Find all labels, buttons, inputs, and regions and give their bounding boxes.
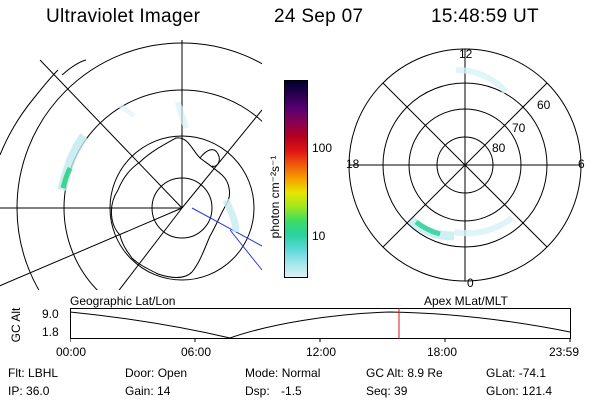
colorbar-label: photon cm⁻²s⁻¹ xyxy=(268,155,282,239)
coastline xyxy=(61,59,87,76)
gcalt-info: GC Alt: 8.9 Re xyxy=(366,366,443,380)
magnetic-pole-line xyxy=(191,207,262,247)
aurora-emission xyxy=(57,101,240,233)
mode-value: Normal xyxy=(281,366,321,380)
gcalt-label: GC Alt: xyxy=(366,366,405,380)
mlt-line xyxy=(382,82,548,248)
mlat-label-60: 60 xyxy=(537,98,551,112)
glon-label: GLon: xyxy=(486,384,519,398)
mlt-label-12: 12 xyxy=(459,47,473,61)
ip-info: IP: 36.0 xyxy=(8,384,49,398)
glat-label: GLat: xyxy=(486,366,516,380)
ip-value: 36.0 xyxy=(26,384,50,398)
mode-info: Mode: Normal xyxy=(245,366,320,380)
meridian-line xyxy=(181,109,262,209)
coastline xyxy=(199,149,220,167)
glon-value: 121.4 xyxy=(522,384,553,398)
mlat-label-80: 80 xyxy=(492,141,506,155)
mlt-label-18: 18 xyxy=(346,157,360,171)
altitude-curve xyxy=(70,311,571,339)
x-tick-label: 12:00 xyxy=(306,345,337,359)
x-tick-label: 23:59 xyxy=(549,345,580,359)
gcalt-value: 8.9 Re xyxy=(407,366,443,380)
altitude-plot xyxy=(70,308,571,342)
door-label: Door: xyxy=(125,366,155,380)
door-info: Door: Open xyxy=(125,366,187,380)
altitude-ymin: 1.8 xyxy=(42,325,59,339)
x-tick-label: 18:00 xyxy=(427,345,458,359)
left-map-caption: Geographic Lat/Lon xyxy=(70,294,176,308)
gain-value: 14 xyxy=(157,384,171,398)
mlat-label-70: 70 xyxy=(512,121,526,135)
meridian-line xyxy=(118,207,183,290)
x-tick-label: 00:00 xyxy=(56,345,87,359)
time-label: 15:48:59 UT xyxy=(431,6,539,27)
gain-info: Gain: 14 xyxy=(125,384,170,398)
glat-value: -74.1 xyxy=(518,366,547,380)
dsp-info: Dsp: -1.5 xyxy=(245,384,302,398)
colorbar-tick-100: 100 xyxy=(312,141,333,155)
coastline xyxy=(111,137,230,278)
filter-label: Flt: xyxy=(8,366,25,380)
meridian-line xyxy=(39,59,183,209)
seq-label: Seq: xyxy=(366,384,391,398)
seq-value: 39 xyxy=(394,384,408,398)
seq-info: Seq: 39 xyxy=(366,384,407,398)
filter-info: Flt: LBHL xyxy=(8,366,58,380)
dsp-label: Dsp: xyxy=(245,384,270,398)
ip-label: IP: xyxy=(8,384,23,398)
magnetic-polar-plot xyxy=(348,48,582,282)
colorbar xyxy=(284,80,308,278)
colorbar-gradient xyxy=(285,81,307,277)
right-map-caption: Apex MLat/MLT xyxy=(424,294,508,308)
glon-info: GLon: 121.4 xyxy=(486,384,552,398)
gain-label: Gain: xyxy=(125,384,154,398)
aurora-emission xyxy=(407,67,514,241)
door-value: Open xyxy=(157,366,188,380)
date-label: 24 Sep 07 xyxy=(274,6,364,27)
geographic-map xyxy=(0,40,262,290)
mode-label: Mode: xyxy=(245,366,279,380)
coastline xyxy=(0,69,59,156)
mlt-label-0: 0 xyxy=(467,276,474,290)
lat-circle xyxy=(16,42,262,290)
dsp-value: -1.5 xyxy=(281,384,302,398)
colorbar-tick-10: 10 xyxy=(312,229,326,243)
altitude-ylabel: GC Alt xyxy=(9,307,23,343)
altitude-plot-frame xyxy=(70,308,571,339)
glat-info: GLat: -74.1 xyxy=(486,366,546,380)
mlt-label-6: 6 xyxy=(578,157,585,171)
instrument-title: Ultraviolet Imager xyxy=(46,6,201,27)
x-tick-label: 06:00 xyxy=(181,345,212,359)
magnetic-pole-line xyxy=(229,229,262,271)
meridian-line xyxy=(0,207,183,287)
altitude-ymax: 9.0 xyxy=(42,307,59,321)
filter-value: LBHL xyxy=(28,366,59,380)
